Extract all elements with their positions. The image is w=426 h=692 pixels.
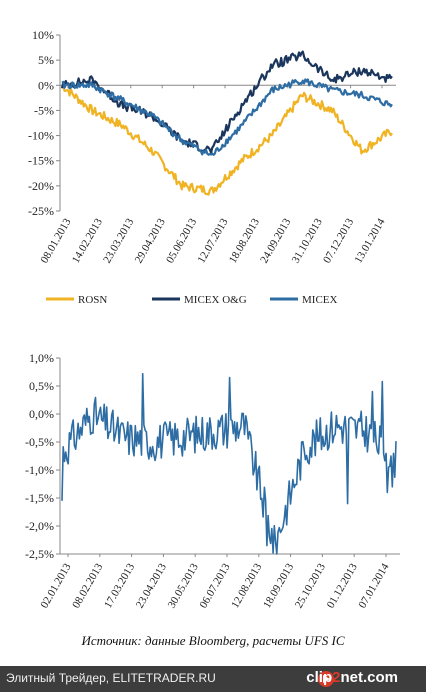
legend-label: MICEX	[302, 294, 338, 306]
x-tick-label: 02.01.2013	[38, 561, 73, 610]
series-line-rosn	[61, 84, 393, 196]
y-tick-label: -2,5%	[25, 547, 54, 561]
y-tick-label: -5%	[34, 103, 54, 117]
footer-logo[interactable]: clip2net.com	[306, 669, 398, 686]
x-tick-label: 12.07.2013	[195, 216, 230, 265]
y-tick-label: 0,0%	[29, 407, 54, 421]
chart1-legend: ROSN MICEX O&G MICEX	[46, 294, 338, 306]
x-tick-label: 18.09.2013	[261, 561, 296, 610]
chart1-plot: 10% 5% 0% -5% -10% -15% -20% -25%08.01.201314.0…	[28, 28, 396, 265]
y-tick-label: 5%	[38, 53, 54, 67]
y-tick-label: -1,5%	[25, 491, 54, 505]
legend-label: ROSN	[78, 294, 107, 306]
x-tick-label: 07.12.2013	[321, 216, 356, 265]
x-tick-label: 24.09.2013	[258, 216, 293, 265]
x-tick-label: 07.01.2014	[356, 561, 391, 610]
x-tick-label: 06.07.2013	[197, 561, 232, 610]
x-tick-label: 23.04.2013	[134, 561, 169, 610]
footer-site-name: Элитный Трейдер, ELITETRADER.RU	[6, 671, 216, 685]
y-tick-label: -2,0%	[25, 519, 54, 533]
x-tick-label: 31.10.2013	[290, 216, 325, 265]
charts-canvas: 10% 5% 0% -5% -10% -15% -20% -25%08.01.201314.0…	[25, 28, 400, 610]
chart2-plot: 1,0% 0,5% 0,0% -0,5% -1,0% -1,5% -2,0% -2,5%02.…	[25, 351, 400, 610]
x-tick-label: 08.02.2013	[70, 561, 105, 610]
footer-bar: Элитный Трейдер, ELITETRADER.RU clip2net…	[0, 666, 426, 692]
x-tick-label: 12.08.2013	[229, 561, 264, 610]
x-tick-label: 29.04.2013	[133, 216, 168, 265]
x-tick-label: 23.03.2013	[101, 216, 136, 265]
x-tick-label: 01.12.2013	[325, 561, 360, 610]
y-tick-label: 10%	[32, 28, 54, 42]
y-tick-label: 0%	[38, 78, 54, 92]
y-tick-label: -20%	[28, 179, 54, 193]
y-tick-label: -25%	[28, 204, 54, 218]
x-tick-label: 17.03.2013	[102, 561, 137, 610]
source-note: Источник: данные Bloomberg, расчеты UFS …	[81, 633, 345, 648]
x-tick-label: 25.10.2013	[293, 561, 328, 610]
x-tick-label: 14.02.2013	[70, 216, 105, 265]
x-tick-label: 18.08.2013	[227, 216, 262, 265]
series-line-micex-o-g	[60, 50, 393, 154]
y-tick-label: -15%	[28, 154, 54, 168]
x-tick-label: 13.01.2014	[352, 216, 387, 265]
series-line-gdr-premium	[61, 372, 397, 555]
series-line-micex	[61, 78, 393, 156]
clip-play-icon	[318, 671, 334, 687]
x-tick-label: 30.05.2013	[166, 561, 201, 610]
x-tick-label: 05.06.2013	[164, 216, 199, 265]
y-tick-label: 0,5%	[29, 379, 54, 393]
y-tick-label: -0,5%	[25, 435, 54, 449]
y-tick-label: -1,0%	[25, 463, 54, 477]
legend-label: MICEX O&G	[184, 294, 247, 306]
y-tick-label: 1,0%	[29, 351, 54, 365]
x-tick-label: 08.01.2013	[38, 216, 73, 265]
y-tick-label: -10%	[28, 129, 54, 143]
